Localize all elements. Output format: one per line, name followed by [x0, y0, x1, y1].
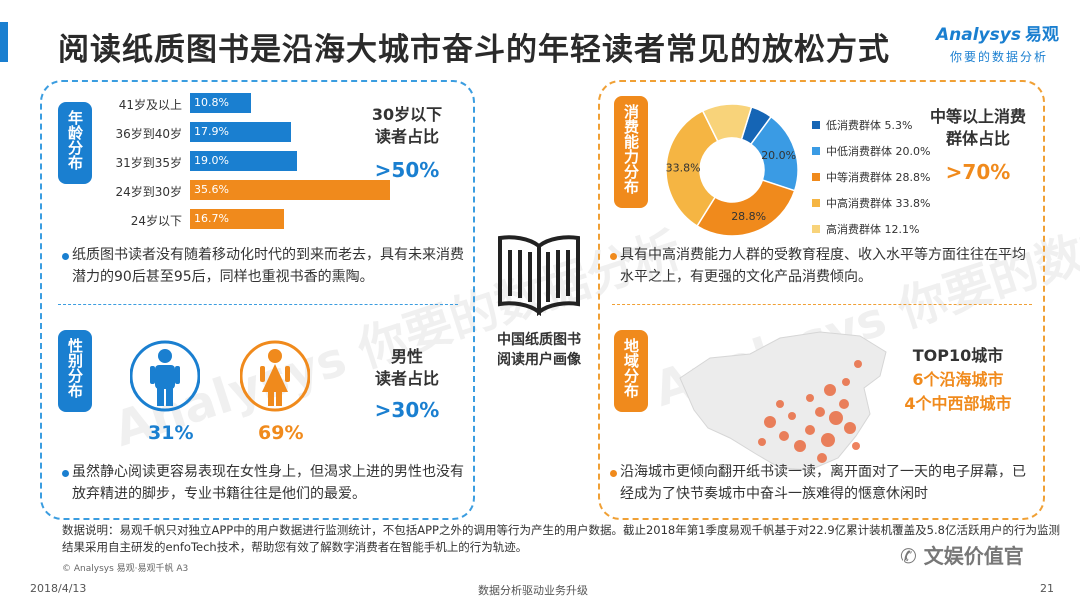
age-bar-value-label: 35.6%: [194, 183, 229, 196]
report-date: 2018/4/13: [30, 582, 87, 595]
region-callout-line3: 4个中西部城市: [904, 394, 1012, 413]
consumption-callout-value: >70%: [945, 160, 1011, 184]
legend-swatch: [812, 173, 820, 181]
legend-label: 中高消费群体 33.8%: [826, 197, 931, 210]
consumption-tag-text: 消费能力分布: [622, 104, 640, 194]
age-tag-text: 年龄分布: [66, 110, 84, 170]
age-callout-line2: 读者占比: [374, 127, 439, 146]
legend-item: 中低消费群体 20.0%: [812, 138, 930, 164]
wechat-watermark: ✆ 文娱价值官: [900, 540, 1024, 569]
legend-swatch: [812, 121, 820, 129]
female-icon: [240, 340, 310, 412]
analysys-logo: Analysys 易观 你要的数据分析: [936, 20, 1066, 70]
age-bar-value-label: 16.7%: [194, 212, 229, 225]
bullet-dot: [62, 253, 69, 260]
user-profile-right-panel: [598, 80, 1045, 520]
legend-label: 中等消费群体 28.8%: [826, 171, 931, 184]
gender-distribution-tag: 性别分布: [58, 330, 92, 412]
region-tag-text: 地域分布: [622, 338, 640, 398]
male-percentage: 31%: [148, 422, 194, 444]
region-callout-line1: TOP10城市: [912, 346, 1004, 365]
consumption-legend: 低消费群体 5.3% 中低消费群体 20.0% 中等消费群体 28.8% 中高消费群体…: [812, 112, 930, 242]
donut-slice-label: 20.0%: [761, 149, 796, 162]
age-bar-value-label: 19.0%: [194, 154, 229, 167]
female-percentage: 69%: [258, 422, 304, 444]
logo-brand-cn: 易观: [1024, 25, 1059, 45]
male-icon: [130, 340, 200, 412]
page-number: 21: [1040, 582, 1054, 595]
copyright: © Analysys 易观·易观千帆 A3: [62, 564, 189, 574]
region-callout: TOP10城市 6个沿海城市 4个中西部城市: [880, 344, 1036, 416]
gender-callout-line2: 读者占比: [374, 369, 439, 388]
gender-callout-line1: 男性: [390, 347, 423, 366]
consumption-callout-heading: 中等以上消费 群体占比: [918, 106, 1038, 150]
legend-item: 中高消费群体 33.8%: [812, 190, 930, 216]
age-bar: [190, 180, 390, 200]
logo-brand-en: Analysys: [936, 25, 1021, 45]
consumption-bullet-text: 具有中高消费能力人群的受教育程度、收入水平等方面往往在平均水平之上，有更强的文化…: [620, 247, 1026, 285]
legend-item: 中等消费群体 28.8%: [812, 164, 930, 190]
age-callout-value: >50%: [374, 158, 440, 182]
logo-slogan: 你要的数据分析: [950, 50, 1049, 64]
gender-bullet-text: 虽然静心阅读更容易表现在女性身上，但渴求上进的男性也没有放弃精进的脚步，专业书籍…: [72, 464, 464, 502]
bullet-dot: [62, 470, 69, 477]
legend-swatch: [812, 199, 820, 207]
legend-label: 高消费群体 12.1%: [826, 223, 920, 236]
legend-label: 中低消费群体 20.0%: [826, 145, 931, 158]
consumption-distribution-tag: 消费能力分布: [614, 96, 648, 208]
gender-callout-value: >30%: [374, 398, 440, 422]
donut-slice: [665, 109, 719, 228]
age-bar: [190, 93, 251, 113]
logo-brand: Analysys 易观: [936, 20, 1066, 45]
legend-swatch: [812, 225, 820, 233]
legend-item: 低消费群体 5.3%: [812, 112, 930, 138]
donut-slice-label: 28.8%: [731, 210, 766, 223]
legend-item: 高消费群体 12.1%: [812, 216, 930, 242]
consumption-callout-line2: 群体占比: [945, 129, 1010, 148]
data-note: 数据说明：易观千帆只对独立APP中的用户数据进行监测统计，不包括APP之外的调用…: [62, 523, 1060, 554]
region-bullet-text: 沿海城市更倾向翻开纸书读一读，离开面对了一天的电子屏幕，已经成为了快节奏城市中奋…: [620, 464, 1026, 502]
age-bar: [190, 122, 291, 142]
gender-callout-heading: 男性 读者占比: [352, 346, 462, 390]
donut-slice: [701, 103, 753, 143]
center-label: 中国纸质图书 阅读用户画像: [478, 330, 600, 370]
region-callout-line2: 6个沿海城市: [912, 370, 1004, 389]
wechat-account: 文娱价值官: [923, 544, 1024, 568]
age-bar: [190, 151, 297, 171]
age-bar-label: 36岁到40岁: [115, 127, 182, 141]
donut-slice: [696, 179, 796, 237]
title-accent-bar: [0, 22, 8, 62]
age-distribution-tag: 年龄分布: [58, 102, 92, 184]
china-map-heatmap: [679, 331, 887, 471]
age-bar-label: 24岁到30岁: [115, 185, 182, 199]
consumption-callout-line1: 中等以上消费: [929, 107, 1026, 126]
page-title: 阅读纸质图书是沿海大城市奋斗的年轻读者常见的放松方式: [58, 32, 890, 68]
bullet-dot: [610, 253, 617, 260]
user-profile-left-panel: [40, 80, 475, 520]
gender-tag-text: 性别分布: [66, 338, 84, 398]
legend-label: 低消费群体 5.3%: [826, 119, 913, 132]
age-callout-heading: 30岁以下 读者占比: [352, 104, 462, 148]
age-bar-label: 31岁到35岁: [115, 156, 182, 170]
right-separator: [612, 304, 1032, 305]
legend-swatch: [812, 147, 820, 155]
donut-slice-label: 33.8%: [666, 162, 701, 175]
age-bar-label: 24岁以下: [130, 214, 182, 228]
region-distribution-tag: 地域分布: [614, 330, 648, 412]
consumption-donut-chart: 20.0% 28.8% 33.8%: [665, 103, 799, 237]
footer-slogan: 数据分析驱动业务升级: [478, 584, 588, 597]
age-bar: [190, 209, 284, 229]
bullet-dot: [610, 470, 617, 477]
age-bar-value-label: 17.9%: [194, 125, 229, 138]
center-label-line1: 中国纸质图书: [497, 332, 581, 348]
age-callout-line1: 30岁以下: [371, 105, 443, 124]
wechat-icon: ✆: [900, 544, 917, 568]
left-separator: [58, 304, 458, 305]
age-bar-value-label: 10.8%: [194, 96, 229, 109]
age-bullet-text: 纸质图书读者没有随着移动化时代的到来而老去，具有未来消费潜力的90后甚至95后，…: [72, 247, 464, 285]
center-label-line2: 阅读用户画像: [497, 352, 581, 368]
open-book-icon: [498, 235, 580, 316]
age-bar-label: 41岁及以上: [118, 98, 182, 112]
